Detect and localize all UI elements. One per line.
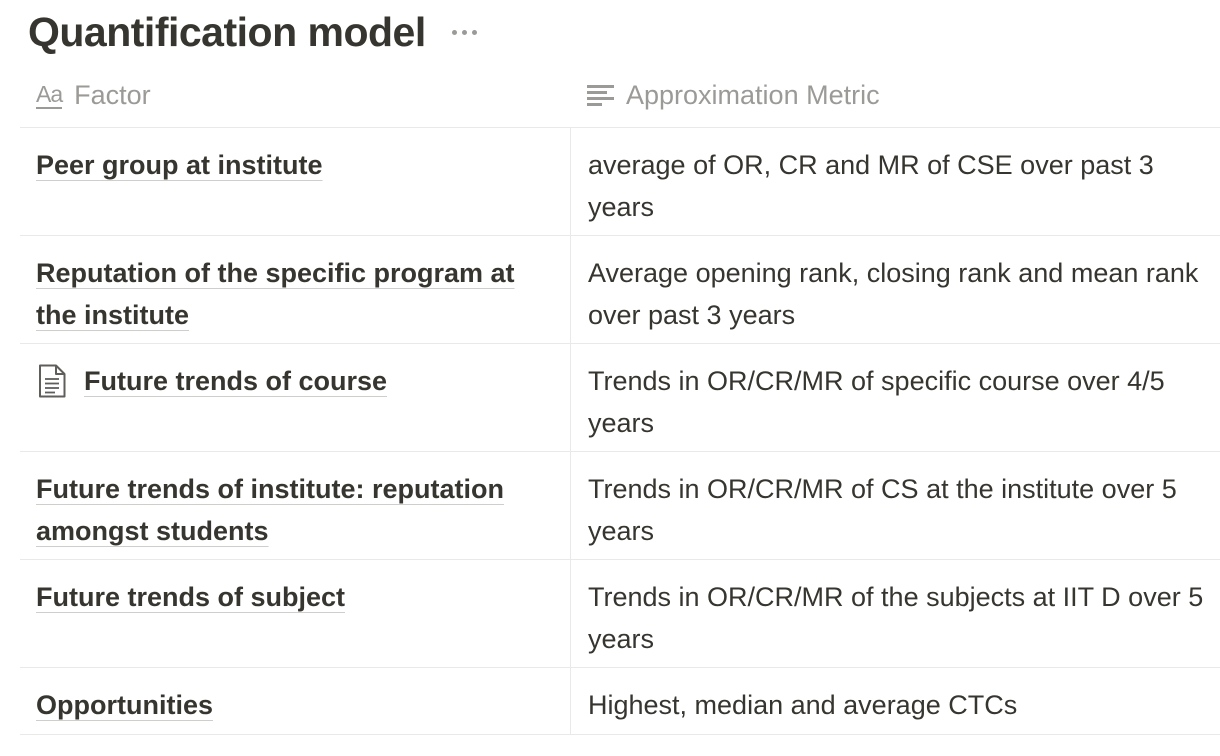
dot bbox=[451, 29, 457, 35]
page-title[interactable]: Quantification model bbox=[28, 9, 426, 55]
table-header: Aa Factor Approximation Metric bbox=[20, 64, 1220, 128]
factor-page-link[interactable]: Peer group at institute bbox=[36, 150, 323, 180]
metric-cell[interactable]: Trends in OR/CR/MR of the subjects at II… bbox=[588, 582, 1204, 654]
table-row: Peer group at institute average of OR, C… bbox=[20, 128, 1220, 236]
column-header-approximation-metric[interactable]: Approximation Metric bbox=[571, 64, 1220, 127]
factor-page-link[interactable]: Reputation of the specific program at th… bbox=[36, 258, 515, 330]
table-row: Future trends of institute: reputation a… bbox=[20, 452, 1220, 560]
column-header-label: Factor bbox=[74, 80, 151, 110]
text-property-icon bbox=[587, 84, 614, 107]
factor-page-link[interactable]: Opportunities bbox=[36, 690, 213, 720]
column-header-label: Approximation Metric bbox=[626, 80, 880, 110]
metric-cell[interactable]: Highest, median and average CTCs bbox=[588, 690, 1018, 720]
factor-cell[interactable]: Future trends of course bbox=[20, 344, 571, 451]
column-header-factor[interactable]: Aa Factor bbox=[20, 64, 571, 127]
factor-cell[interactable]: Future trends of subject bbox=[20, 560, 571, 667]
factor-cell[interactable]: Peer group at institute bbox=[20, 128, 571, 235]
metric-cell[interactable]: Trends in OR/CR/MR of specific course ov… bbox=[588, 366, 1165, 438]
page-header: Quantification model bbox=[28, 6, 481, 58]
dot bbox=[461, 29, 467, 35]
factor-cell[interactable]: Future trends of institute: reputation a… bbox=[20, 452, 571, 559]
metric-cell[interactable]: Average opening rank, closing rank and m… bbox=[588, 258, 1199, 330]
dot bbox=[471, 29, 477, 35]
table-row: Reputation of the specific program at th… bbox=[20, 236, 1220, 344]
factor-page-link[interactable]: Future trends of course bbox=[84, 366, 388, 396]
more-options-icon[interactable] bbox=[448, 17, 481, 47]
table-row: Future trends of subject Trends in OR/CR… bbox=[20, 560, 1220, 668]
factor-page-link[interactable]: Future trends of institute: reputation a… bbox=[36, 474, 504, 546]
metric-cell[interactable]: Trends in OR/CR/MR of CS at the institut… bbox=[588, 474, 1177, 546]
title-property-icon: Aa bbox=[36, 80, 63, 109]
database-table: Aa Factor Approximation Metric Peer grou… bbox=[20, 64, 1220, 735]
factor-cell[interactable]: Reputation of the specific program at th… bbox=[20, 236, 571, 343]
table-row: Opportunities Highest, median and averag… bbox=[20, 668, 1220, 735]
document-icon bbox=[36, 360, 68, 402]
factor-cell[interactable]: Opportunities bbox=[20, 668, 571, 734]
metric-cell[interactable]: average of OR, CR and MR of CSE over pas… bbox=[588, 150, 1154, 222]
table-row: Future trends of course Trends in OR/CR/… bbox=[20, 344, 1220, 452]
factor-page-link[interactable]: Future trends of subject bbox=[36, 582, 346, 612]
